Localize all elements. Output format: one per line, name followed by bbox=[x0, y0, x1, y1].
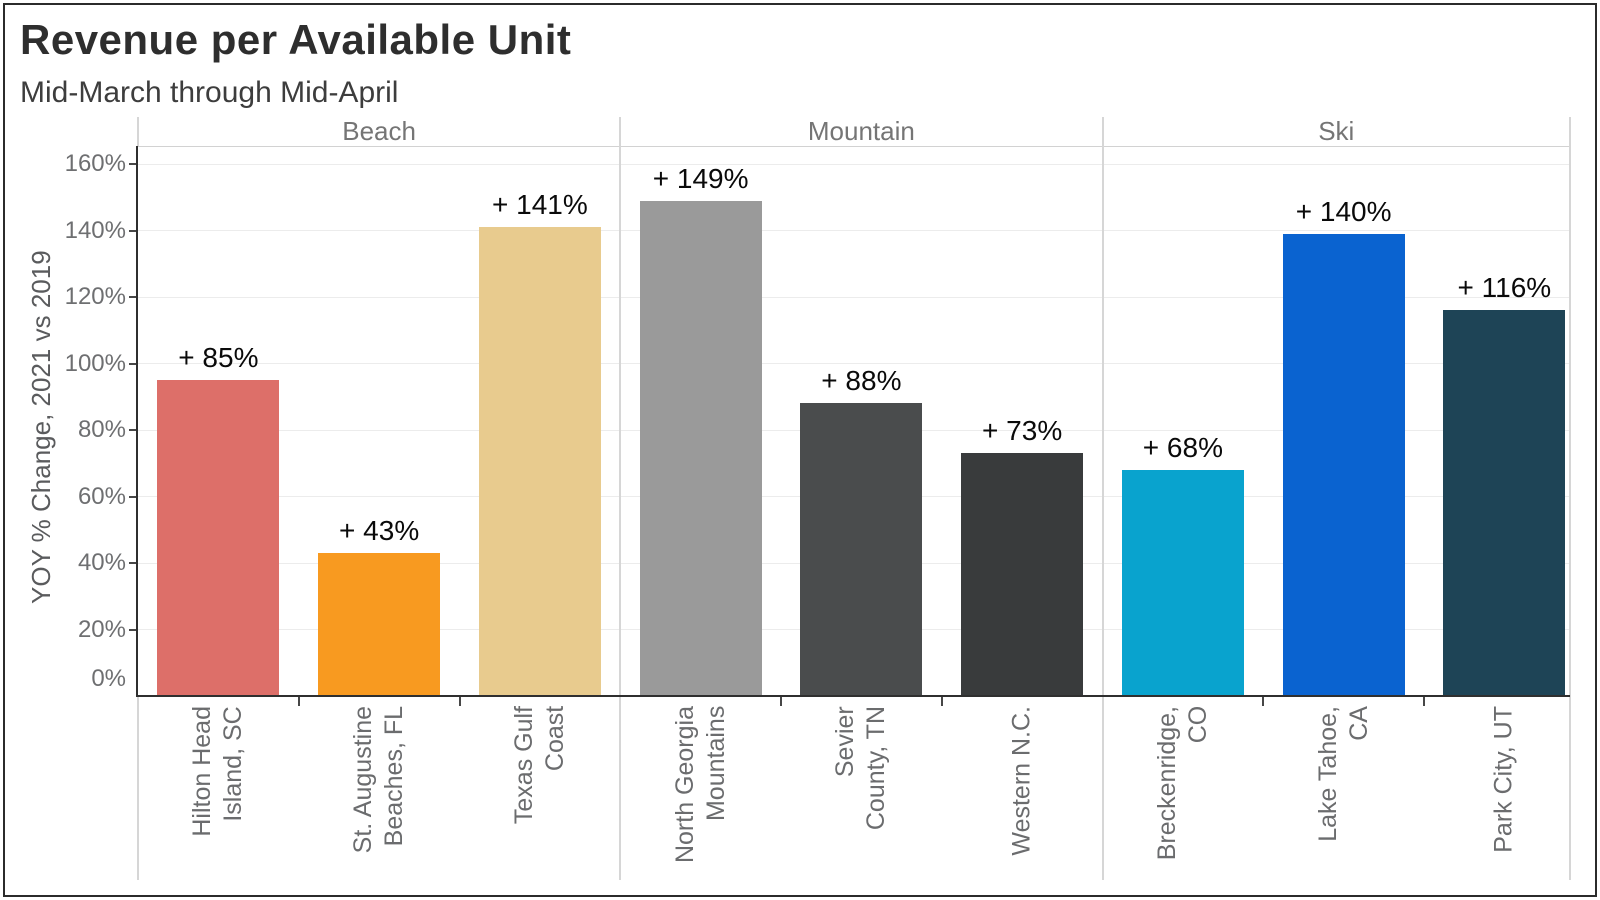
bar-value-label: + 85% bbox=[178, 342, 259, 374]
group-header-ski: Ski bbox=[1318, 116, 1355, 146]
bar-value-label: + 140% bbox=[1295, 195, 1392, 227]
gridline bbox=[138, 230, 1570, 232]
bar-sevier-county-tn[interactable]: + 88% bbox=[800, 365, 923, 696]
x-axis-label-sevier-county-tn: Sevier County, TN bbox=[831, 706, 891, 831]
gridline bbox=[138, 296, 1570, 298]
chart-border bbox=[3, 3, 1597, 897]
group-header-mountain: Mountain bbox=[807, 116, 915, 146]
bar-lake-tahoe-ca[interactable]: + 140% bbox=[1282, 196, 1405, 696]
plot-right-border bbox=[1569, 117, 1571, 880]
gridline bbox=[138, 363, 1570, 365]
x-axis-label-hilton-head-island-sc: Hilton Head Island, SC bbox=[188, 706, 248, 837]
x-axis-line bbox=[136, 695, 1570, 697]
bar-value-label: + 73% bbox=[982, 415, 1063, 447]
panel-top-line bbox=[138, 146, 1570, 147]
y-tick-mark bbox=[129, 296, 138, 299]
x-axis-label-north-georgia-mountains: North Georgia Mountains bbox=[670, 706, 730, 864]
y-tick-label: 100% bbox=[64, 349, 126, 377]
y-tick-label: 140% bbox=[64, 216, 126, 244]
bar-park-city-ut[interactable]: + 116% bbox=[1443, 272, 1566, 696]
bar-hilton-head-island-sc[interactable]: + 85% bbox=[157, 342, 280, 696]
bar-value-label: + 88% bbox=[821, 365, 902, 397]
bar-value-label: + 43% bbox=[339, 515, 420, 547]
x-axis-label-western-n-c: Western N.C. bbox=[1007, 706, 1036, 856]
bar-north-georgia-mountains[interactable]: + 149% bbox=[639, 163, 762, 696]
panel-separator bbox=[1101, 117, 1104, 880]
x-tick-mark bbox=[297, 697, 300, 706]
y-tick-mark bbox=[129, 562, 138, 565]
bar-western-n-c[interactable]: + 73% bbox=[961, 415, 1084, 696]
x-tick-mark bbox=[1262, 697, 1265, 706]
x-tick-mark bbox=[1423, 697, 1425, 706]
y-tick-mark bbox=[129, 229, 138, 232]
y-tick-label: 160% bbox=[64, 150, 126, 178]
chart-subtitle: Mid-March through Mid-April bbox=[20, 76, 399, 109]
gridline bbox=[138, 163, 1570, 165]
group-header-beach: Beach bbox=[342, 116, 416, 146]
bar-breckenridge-co[interactable]: + 68% bbox=[1121, 432, 1244, 696]
bar-st-augustine-beaches-fl[interactable]: + 43% bbox=[318, 515, 441, 696]
bar-value-label: + 116% bbox=[1457, 272, 1552, 304]
bar-texas-gulf-coast[interactable]: + 141% bbox=[478, 189, 601, 696]
x-axis-label-texas-gulf-coast: Texas Gulf Coast bbox=[509, 706, 569, 825]
y-tick-label: 60% bbox=[77, 482, 126, 510]
y-tick-mark bbox=[129, 495, 138, 498]
panel-separator bbox=[619, 117, 622, 880]
y-tick-mark bbox=[129, 628, 138, 631]
y-tick-label: 40% bbox=[77, 549, 126, 577]
y-tick-label: 80% bbox=[77, 416, 126, 444]
x-axis-label-park-city-ut: Park City, UT bbox=[1489, 706, 1518, 853]
bar-value-label: + 141% bbox=[492, 189, 588, 221]
x-axis-label-st-augustine-beaches-fl: St. Augustine Beaches, FL bbox=[348, 706, 409, 854]
axis-label-separator bbox=[137, 696, 139, 880]
x-axis-label-lake-tahoe-ca: Lake Tahoe, CA bbox=[1313, 706, 1373, 842]
axis-header-separator bbox=[137, 117, 139, 146]
y-tick-mark bbox=[129, 429, 138, 432]
x-axis-label-breckenridge-co: Breckenridge, CO bbox=[1152, 706, 1212, 861]
y-tick-label: 0% bbox=[91, 664, 126, 692]
x-tick-mark bbox=[458, 697, 461, 706]
bar-value-label: + 68% bbox=[1142, 431, 1223, 463]
y-axis-line bbox=[136, 146, 138, 696]
bar-value-label: + 149% bbox=[652, 162, 749, 194]
y-tick-label: 20% bbox=[77, 615, 126, 643]
chart-title: Revenue per Available Unit bbox=[20, 16, 572, 63]
x-tick-mark bbox=[780, 697, 782, 706]
y-tick-mark bbox=[129, 362, 138, 365]
y-tick-label: 120% bbox=[64, 283, 126, 311]
y-tick-mark bbox=[129, 163, 138, 166]
x-tick-mark bbox=[940, 697, 943, 706]
